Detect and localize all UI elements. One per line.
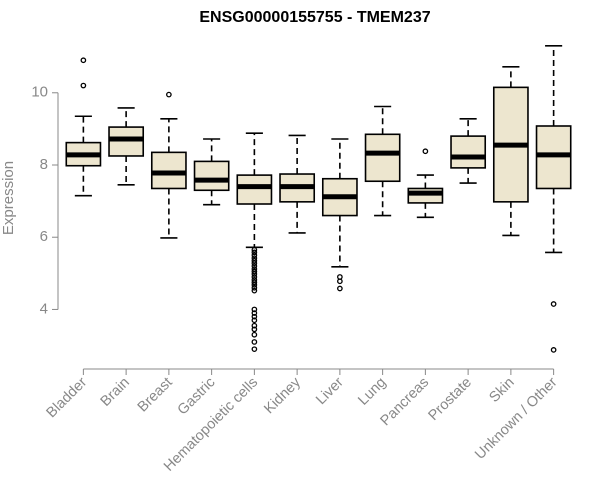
outlier-point bbox=[166, 91, 172, 98]
outlier-point bbox=[251, 284, 258, 291]
outlier-point bbox=[422, 148, 429, 155]
box-prostate bbox=[450, 117, 487, 184]
outlier-point bbox=[251, 339, 258, 345]
outlier-point bbox=[251, 268, 258, 275]
box-hematopoietic-cells bbox=[236, 132, 273, 353]
x-tick-label: Unknown / Other bbox=[472, 374, 560, 462]
outlier-point bbox=[251, 276, 258, 283]
iqr-box bbox=[236, 174, 273, 205]
outlier-point bbox=[251, 255, 258, 262]
outlier-point bbox=[251, 260, 258, 267]
box-gastric bbox=[193, 138, 230, 206]
box-liver bbox=[321, 138, 358, 292]
outlier-point bbox=[550, 301, 557, 307]
y-axis: 4 6 8 10 bbox=[31, 84, 59, 317]
outlier-point bbox=[251, 257, 258, 264]
y-tick-label: 6 bbox=[40, 228, 48, 245]
box-breast bbox=[150, 91, 187, 239]
box-kidney bbox=[279, 134, 316, 234]
x-tick-label: Liver bbox=[313, 374, 347, 408]
outlier-point bbox=[251, 247, 258, 253]
outlier-point bbox=[337, 285, 343, 292]
outlier-point bbox=[80, 57, 87, 64]
x-tick-label: Prostate bbox=[425, 375, 474, 424]
outlier-point bbox=[251, 326, 258, 333]
iqr-box bbox=[108, 126, 145, 157]
x-tick-label: Kidney bbox=[261, 374, 304, 417]
y-axis-label: Expression bbox=[0, 161, 17, 235]
outlier-point bbox=[251, 317, 258, 324]
x-tick-label: Skin bbox=[486, 375, 517, 406]
x-tick-label: Lung bbox=[355, 375, 389, 409]
boxes-layer bbox=[65, 45, 572, 353]
x-tick-label: Breast bbox=[135, 375, 176, 416]
outlier-point bbox=[251, 282, 258, 288]
box-brain bbox=[108, 107, 145, 186]
outlier-point bbox=[251, 263, 258, 269]
iqr-box bbox=[193, 160, 230, 192]
iqr-box bbox=[364, 133, 401, 183]
outlier-point bbox=[251, 279, 258, 286]
outlier-point bbox=[251, 266, 258, 272]
outlier-point bbox=[251, 252, 258, 259]
box-bladder bbox=[65, 57, 102, 197]
box-unknown-other bbox=[535, 45, 572, 353]
outlier-point bbox=[80, 82, 87, 89]
y-tick-label: 10 bbox=[31, 84, 48, 101]
iqr-box bbox=[450, 135, 487, 169]
outlier-point bbox=[251, 271, 258, 277]
x-tick-label: Bladder bbox=[44, 374, 91, 421]
outlier-point bbox=[251, 331, 258, 338]
outlier-point bbox=[251, 274, 258, 280]
outlier-point bbox=[251, 306, 258, 313]
outlier-point bbox=[251, 313, 258, 320]
outlier-point bbox=[251, 322, 258, 329]
box-skin bbox=[492, 65, 529, 237]
box-lung bbox=[364, 105, 401, 217]
outlier-point bbox=[251, 249, 258, 256]
chart-title: ENSG00000155755 - TMEM237 bbox=[199, 9, 430, 26]
outlier-point bbox=[550, 347, 557, 353]
y-tick-label: 8 bbox=[40, 156, 48, 173]
iqr-box bbox=[150, 151, 187, 190]
iqr-box bbox=[407, 187, 444, 204]
y-tick-label: 4 bbox=[40, 300, 48, 317]
outlier-point bbox=[251, 310, 258, 316]
outlier-point bbox=[251, 346, 258, 353]
outlier-point bbox=[337, 278, 343, 285]
x-tick-label: Brain bbox=[98, 375, 133, 410]
outlier-point bbox=[251, 287, 258, 294]
box-pancreas bbox=[407, 148, 444, 219]
